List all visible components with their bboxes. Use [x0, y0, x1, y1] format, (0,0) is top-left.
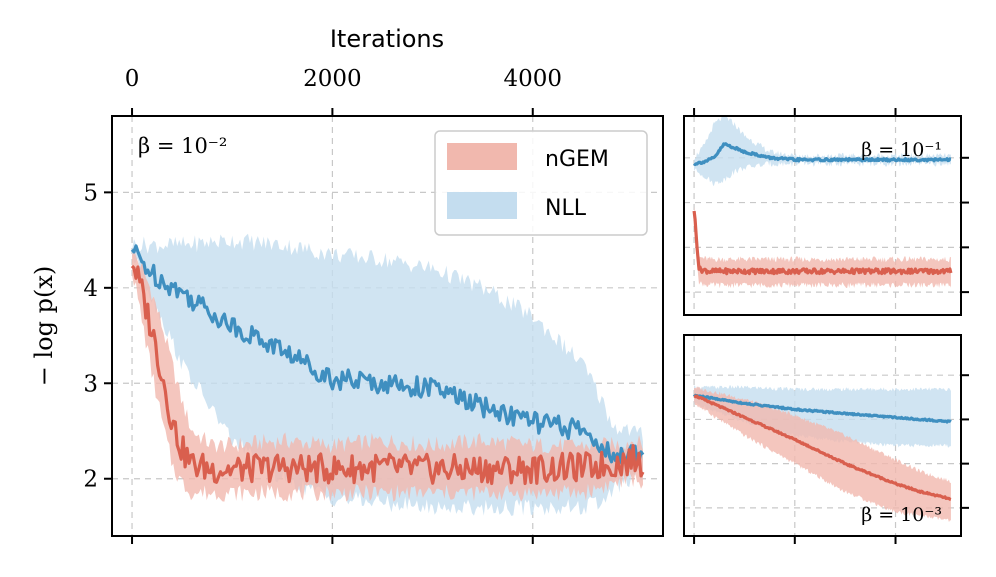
series-line-ngem [693, 394, 952, 502]
series-line-ngem [130, 264, 645, 486]
band-ngem [132, 249, 643, 502]
y-tick-label: 3 [83, 371, 98, 397]
bottom-right-panel [683, 334, 969, 544]
legend-swatch-nll [447, 192, 517, 219]
legend-label-ngem: nGEM [545, 147, 609, 172]
axes-frame [683, 115, 962, 316]
plot-area [692, 385, 952, 523]
series-line-ngem [692, 210, 953, 276]
legend-label-nll: NLL [545, 196, 587, 221]
top-right-panel [683, 108, 969, 316]
y-axis-label: − log p(x) [30, 266, 58, 386]
series-line-nll [692, 142, 952, 167]
legend: nGEM NLL [434, 130, 648, 236]
y-tick-label: 4 [83, 276, 98, 302]
annotation-beta-top-right: β = 10⁻¹ [861, 139, 942, 161]
axes-frame [111, 115, 664, 537]
x-tick-label: 2000 [303, 66, 362, 92]
annotation-beta-bottom-right: β = 10⁻³ [861, 504, 942, 526]
main-panel: 0 2000 4000 2 3 4 5 [83, 66, 664, 544]
x-tick-label: 0 [125, 66, 140, 92]
axes-frame [683, 334, 962, 537]
x-axis-label: Iterations [330, 25, 444, 53]
series-line-nll [692, 393, 952, 424]
annotation-beta-main: β = 10⁻² [138, 134, 227, 158]
y-tick-label: 2 [83, 467, 98, 493]
legend-swatch-ngem [447, 143, 517, 170]
plot-area [692, 116, 953, 289]
plot-area [130, 233, 645, 516]
x-tick-label: 4000 [503, 66, 562, 92]
series-line-nll [130, 244, 645, 465]
band-nll [694, 385, 951, 448]
y-tick-label: 5 [83, 180, 98, 206]
